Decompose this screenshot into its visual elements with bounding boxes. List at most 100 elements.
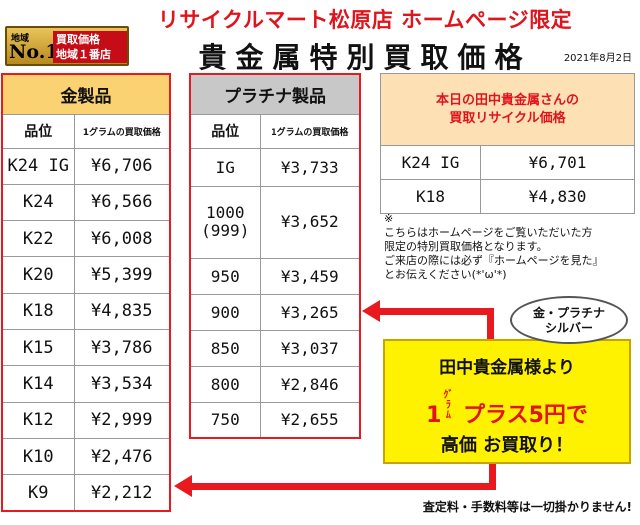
shop-title: リサイクルマート松原店 ホームページ限定: [157, 8, 573, 32]
grade-cell: K24 IG: [1, 147, 75, 185]
tanaka-title-line1: 本日の田中貴金属さんの: [435, 92, 579, 108]
promo-line3: 高価 お買取り！: [440, 435, 574, 456]
price-cell: ¥4,835: [73, 292, 171, 330]
price-cell: ¥3,652: [259, 185, 361, 259]
grade-cell: K14: [1, 365, 75, 403]
table-row: K18 ¥4,835: [1, 292, 171, 330]
table-row: K15 ¥3,786: [1, 328, 171, 367]
price-cell: ¥4,830: [480, 179, 635, 214]
arrow-to-gold-line: [190, 483, 496, 490]
grade-cell: K15: [1, 328, 75, 367]
grade-cell: 900: [189, 293, 261, 331]
arrow-to-platinum-head: [362, 300, 380, 322]
grade-cell: K12: [1, 401, 75, 439]
grade-cell: K10: [1, 437, 75, 476]
price-cell: ¥2,999: [73, 401, 171, 439]
notice-line3: ご来店の際には必ず『ホームページを見た』: [384, 254, 604, 267]
promo-unit-top: ｸﾞﾗ: [443, 390, 454, 411]
arrow-to-gold-head: [174, 475, 192, 497]
promo-plus: プラス5円で: [463, 403, 588, 428]
table-row: K20 ¥5,399: [1, 256, 171, 294]
promo-lead: 1: [426, 403, 442, 428]
promo-line2: 1ｸﾞﾗﾑ プラス5円で: [385, 391, 629, 429]
grade-cell: K20: [1, 256, 75, 294]
grade-cell: 750: [189, 401, 261, 439]
platinum-col-grade: 品位: [189, 113, 261, 149]
badge-line2: 地域１番店: [56, 48, 111, 61]
price-cell: ¥2,212: [73, 474, 171, 512]
arrow-to-gold-vertical: [489, 462, 496, 490]
table-row: K12 ¥2,999: [1, 401, 171, 439]
table-row: 1000 (999) ¥3,652: [189, 185, 361, 259]
price-cell: ¥3,534: [73, 365, 171, 403]
no1-badge: 地域 No.1 買取価格 地域１番店: [5, 26, 129, 66]
notice-line2: 限定の特別買取価格となります。: [384, 240, 548, 253]
gold-col-grade: 品位: [1, 113, 75, 149]
bubble-line2: シルバー: [544, 321, 593, 335]
notice-text: ※ こちらはホームページをご覧いただいた方 限定の特別買取価格となります。 ご来…: [384, 212, 636, 282]
table-row: K18 ¥4,830: [380, 179, 635, 214]
grade-cell: K24 IG: [380, 145, 481, 180]
platinum-col-price: 1グラムの買取価格: [259, 113, 361, 149]
platinum-table-title: プラチナ製品: [189, 73, 361, 115]
grade-cell: 1000 (999): [189, 185, 261, 259]
price-cell: ¥2,655: [259, 401, 361, 439]
price-cell: ¥3,037: [259, 329, 361, 367]
footer-note: 査定料・手数料等は一切掛かりません!: [422, 500, 632, 514]
gold-price-table: 金製品 品位 1グラムの買取価格 K24 IG ¥6,706 K24 ¥6,566 …: [1, 73, 171, 512]
metal-bubble: 金・プラチナ シルバー: [510, 296, 628, 344]
bubble-line1: 金・プラチナ: [532, 306, 605, 320]
table-row: 950 ¥3,459: [189, 257, 361, 295]
table-row: K10 ¥2,476: [1, 437, 171, 476]
promo-unit: ｸﾞﾗﾑ: [441, 391, 455, 421]
price-cell: ¥3,265: [259, 293, 361, 331]
grade-cell: IG: [189, 147, 261, 187]
tanaka-price-table: 本日の田中貴金属さんの 買取リサイクル価格 K24 IG ¥6,701 K18 ¥4…: [380, 73, 635, 214]
grade-cell: K9: [1, 474, 75, 512]
grade-cell: 800: [189, 365, 261, 403]
badge-chiiki: 地域: [11, 34, 30, 44]
price-cell: ¥3,786: [73, 328, 171, 367]
table-row: 750 ¥2,655: [189, 401, 361, 439]
platinum-price-table: プラチナ製品 品位 1グラムの買取価格 IG ¥3,733 1000 (999) ¥3…: [189, 73, 361, 439]
table-row: K24 IG ¥6,706: [1, 147, 171, 185]
price-cell: ¥5,399: [73, 256, 171, 294]
grade-cell: K24: [1, 183, 75, 222]
table-row: K22 ¥6,008: [1, 220, 171, 258]
table-row: 850 ¥3,037: [189, 329, 361, 367]
arrow-to-platinum-line: [378, 308, 494, 315]
page-title: 貴金属特別買取価格: [198, 41, 532, 74]
grade-cell: K22: [1, 220, 75, 258]
grade-cell: K18: [380, 179, 481, 214]
table-row: K14 ¥3,534: [1, 365, 171, 403]
table-row: K24 ¥6,566: [1, 183, 171, 222]
gold-col-price: 1グラムの買取価格: [73, 113, 171, 149]
price-cell: ¥3,733: [259, 147, 361, 187]
grade-line2: (999): [201, 221, 250, 240]
price-cell: ¥6,566: [73, 183, 171, 222]
badge-no1: No.1: [9, 41, 59, 63]
promo-box: 田中貴金属様より 1ｸﾞﾗﾑ プラス5円で 高価 お買取り！: [383, 339, 631, 464]
tanaka-title-line2: 買取リサイクル価格: [449, 110, 566, 126]
price-cell: ¥2,846: [259, 365, 361, 403]
table-row: K24 IG ¥6,701: [380, 145, 635, 180]
table-row: 800 ¥2,846: [189, 365, 361, 403]
promo-line1: 田中貴金属様より: [439, 358, 575, 378]
price-cell: ¥3,459: [259, 257, 361, 295]
grade-cell: 850: [189, 329, 261, 367]
arrow-to-platinum-vertical: [487, 308, 494, 342]
price-cell: ¥6,701: [480, 145, 635, 180]
notice-line1: こちらはホームページをご覧いただいた方: [384, 226, 593, 239]
notice-line4: とお伝えください(*'ω'*): [384, 268, 507, 281]
table-row: K9 ¥2,212: [1, 474, 171, 512]
price-cell: ¥6,706: [73, 147, 171, 185]
price-cell: ¥2,476: [73, 437, 171, 476]
badge-text: 買取価格 地域１番店: [53, 31, 127, 63]
tanaka-table-title: 本日の田中貴金属さんの 買取リサイクル価格: [380, 73, 635, 146]
table-row: 900 ¥3,265: [189, 293, 361, 331]
badge-line1: 買取価格: [56, 33, 100, 46]
price-cell: ¥6,008: [73, 220, 171, 258]
table-row: IG ¥3,733: [189, 147, 361, 187]
grade-line1: 1000: [205, 203, 245, 222]
grade-cell: 950: [189, 257, 261, 295]
